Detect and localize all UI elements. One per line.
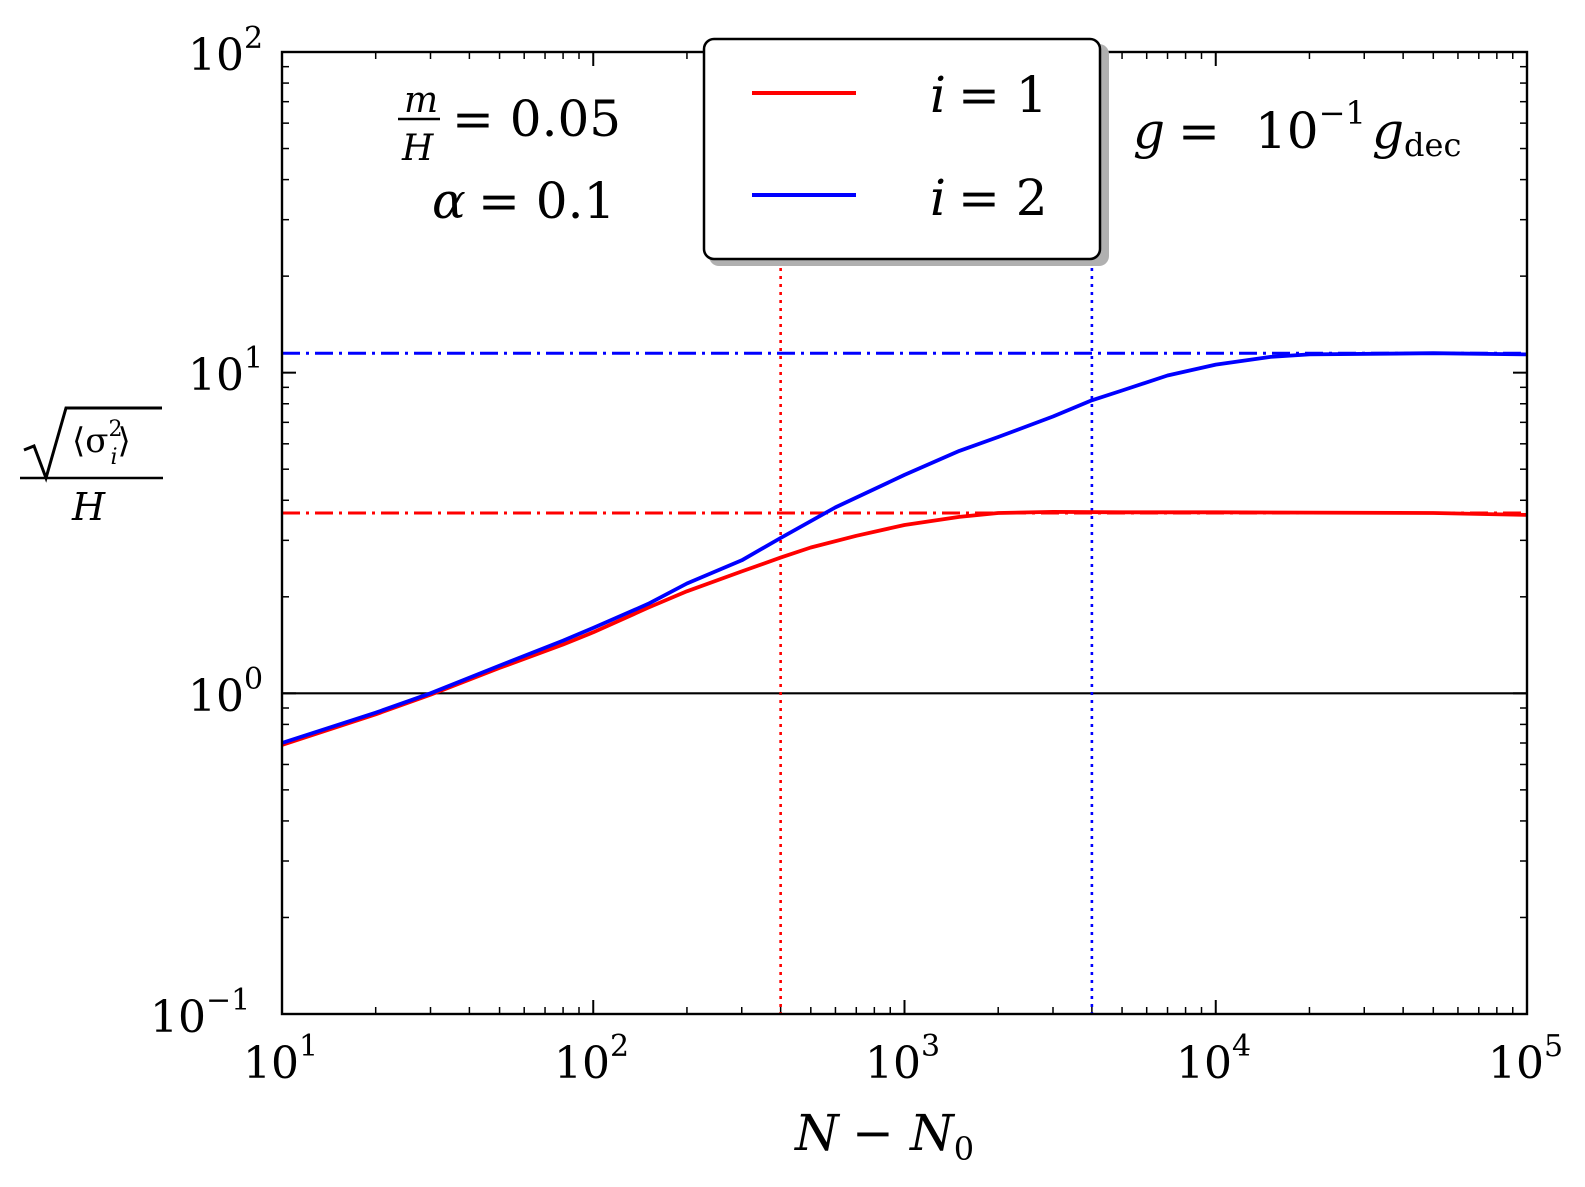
x-tick-label: 102 bbox=[554, 1029, 629, 1089]
annotation-coupling: g = 10−1 gdec bbox=[1133, 94, 1461, 164]
annotation-mass-denom: H bbox=[401, 128, 434, 169]
legend-label-i1: i = 1 bbox=[930, 66, 1048, 124]
annotation-coupling-power: 10−1 bbox=[1255, 94, 1366, 160]
legend-label-i2: i = 2 bbox=[930, 169, 1048, 227]
series-line-i1 bbox=[282, 510, 1527, 747]
annotation-coupling-gdec: gdec bbox=[1372, 102, 1461, 164]
x-axis-label-n: N bbox=[794, 1104, 841, 1162]
y-axis-label-numer: ⟨σ2 i⟩ bbox=[72, 417, 131, 470]
x-axis-label-minus: − bbox=[852, 1104, 894, 1162]
y-axis-label: ⟨σ2 i⟩ H bbox=[20, 406, 163, 529]
legend: i = 1 i = 2 bbox=[702, 37, 1109, 266]
series-line-i2 bbox=[282, 351, 1527, 745]
x-axis-label-n0: N0 bbox=[909, 1104, 974, 1168]
y-tick-label: 102 bbox=[188, 21, 263, 81]
y-tick-label: 100 bbox=[188, 662, 263, 722]
y-axis-label-denom: H bbox=[71, 485, 106, 529]
annotation-coupling-g: g bbox=[1133, 102, 1165, 160]
annotation-coupling-eq: = bbox=[1178, 102, 1220, 160]
annotation-mass: m H = 0.05 bbox=[398, 80, 621, 169]
y-tick-label: 101 bbox=[188, 341, 263, 401]
annotation-mass-value: = 0.05 bbox=[452, 90, 621, 148]
x-tick-label: 105 bbox=[1488, 1029, 1563, 1089]
x-axis-label: N − N0 bbox=[794, 1104, 974, 1168]
annotation-alpha-symbol: α bbox=[432, 172, 466, 230]
y-tick-labels: 10−1 100 101 102 bbox=[150, 21, 263, 1043]
x-tick-labels: 101 102 103 104 105 bbox=[243, 1029, 1563, 1089]
annotation-alpha-value: = 0.1 bbox=[478, 172, 615, 230]
annotation-mass-numer: m bbox=[404, 80, 438, 121]
x-tick-label: 103 bbox=[865, 1029, 940, 1089]
annotation-alpha: α = 0.1 bbox=[432, 172, 615, 230]
y-tick-label: 10−1 bbox=[150, 983, 250, 1043]
x-tick-label: 104 bbox=[1176, 1029, 1251, 1089]
x-tick-label: 101 bbox=[243, 1029, 318, 1089]
